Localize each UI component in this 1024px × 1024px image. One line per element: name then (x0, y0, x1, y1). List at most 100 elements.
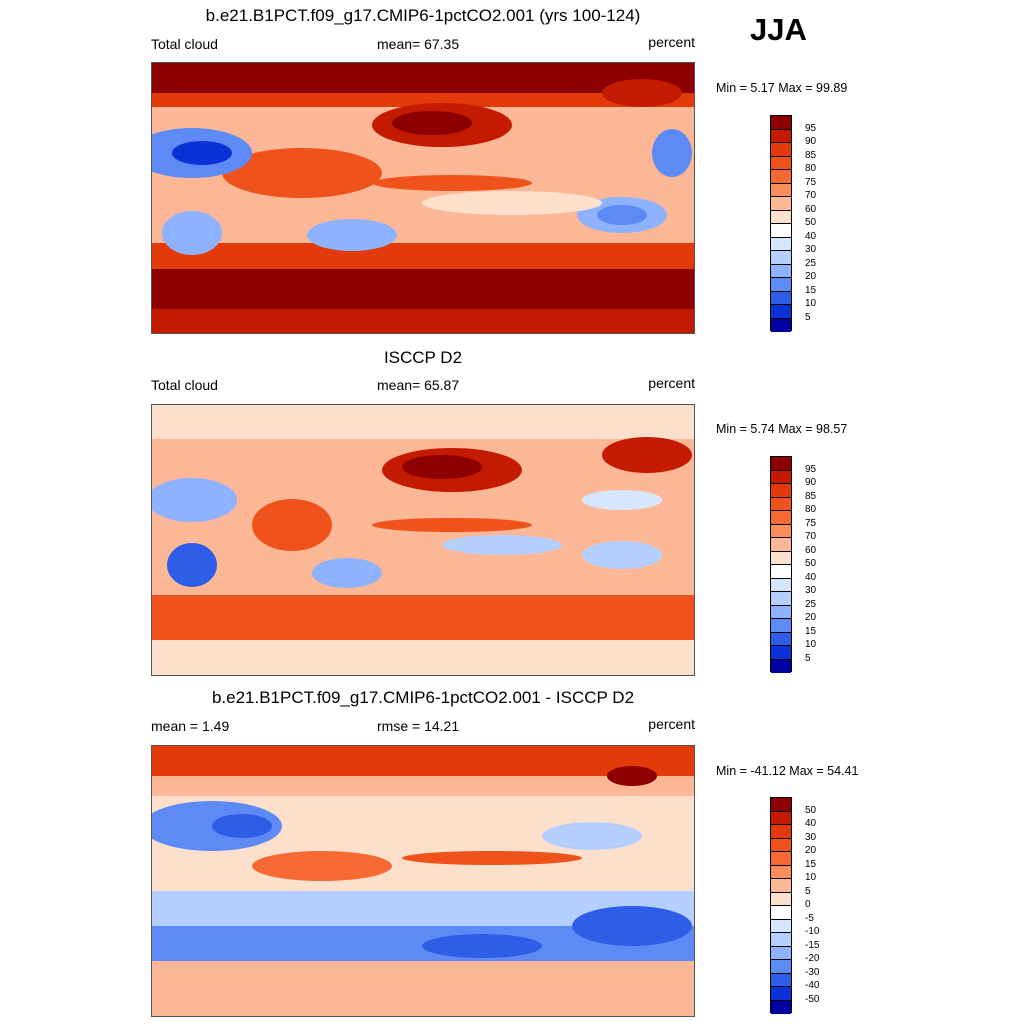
colorbar-cell (771, 946, 791, 960)
panel-2-units-label: percent (648, 375, 695, 391)
colorbar-tick-label: 40 (805, 818, 817, 829)
colorbar-cell (771, 470, 791, 484)
panel-3-map (151, 745, 695, 1017)
panel-3-title: b.e21.B1PCT.f09_g17.CMIP6-1pctCO2.001 - … (211, 688, 635, 707)
colorbar-tick-label: 25 (805, 598, 817, 610)
colorbar-cell (771, 960, 791, 974)
colorbar-tick-label: -50 (805, 993, 820, 1005)
colorbar-cell (771, 170, 791, 184)
colorbar-tick-label: 95 (805, 122, 817, 134)
colorbar-tick-label: 5 (805, 885, 811, 897)
colorbar-tick-label: 5 (805, 311, 811, 323)
colorbar-tick-label: 15 (805, 625, 817, 637)
colorbar-cell (771, 933, 791, 947)
colorbar-cell (771, 987, 791, 1001)
colorbar-tick-label: 85 (805, 149, 817, 161)
colorbar-cell (771, 632, 791, 646)
panel-3-mean-label: mean = 1.49 (151, 718, 230, 734)
colorbar-cell (771, 156, 791, 170)
colorbar-tick-label: 90 (805, 477, 817, 488)
colorbar-cell (771, 1000, 791, 1014)
colorbar-cell (771, 457, 791, 471)
colorbar-tick-label: 50 (805, 558, 817, 569)
panel-1-map (151, 62, 695, 334)
colorbar-tick-label: -5 (805, 912, 814, 924)
colorbar-cell (771, 973, 791, 987)
colorbar-cell (771, 305, 791, 319)
panel-3-minmax: Min = -41.12 Max = 54.41 (716, 764, 859, 778)
colorbar-cell (771, 852, 791, 866)
colorbar-tick-label: 20 (805, 612, 817, 623)
colorbar-cell (771, 919, 791, 933)
colorbar-tick-label: 25 (805, 257, 817, 269)
colorbar-tick-label: 50 (805, 217, 817, 228)
panel-2-title: ISCCP D2 (383, 348, 463, 367)
panel-2-mean-label: mean= 65.87 (377, 377, 460, 393)
colorbar-tick-label: 30 (805, 585, 817, 596)
colorbar-cell (771, 511, 791, 525)
panel-3-colorbar (770, 797, 792, 1014)
colorbar-cell (771, 838, 791, 852)
colorbar-cell (771, 291, 791, 305)
colorbar-cell (771, 484, 791, 498)
panel-3-units-label: percent (648, 716, 695, 732)
colorbar-tick-label: 70 (805, 190, 817, 201)
colorbar-tick-label: -10 (805, 926, 820, 937)
colorbar-tick-label: 30 (805, 244, 817, 255)
colorbar-tick-label: 0 (805, 899, 811, 910)
colorbar-cell (771, 538, 791, 552)
colorbar-cell (771, 264, 791, 278)
colorbar-tick-label: 80 (805, 504, 817, 515)
colorbar-cell (771, 237, 791, 251)
colorbar-cell (771, 210, 791, 224)
colorbar-tick-label: 5 (805, 652, 811, 664)
panel-1-mean-label: mean= 67.35 (377, 36, 460, 52)
panel-2-map (151, 404, 695, 676)
colorbar-tick-label: 10 (805, 872, 817, 883)
colorbar-tick-label: 40 (805, 230, 817, 242)
colorbar-tick-label: 85 (805, 490, 817, 502)
colorbar-cell (771, 592, 791, 606)
colorbar-tick-label: 50 (805, 804, 817, 816)
colorbar-cell (771, 551, 791, 565)
panel-1-units-label: percent (648, 34, 695, 50)
colorbar-cell (771, 659, 791, 673)
colorbar-cell (771, 825, 791, 839)
colorbar-tick-label: 20 (805, 845, 817, 856)
colorbar-tick-label: 10 (805, 298, 817, 309)
panel-2-variable-label: Total cloud (151, 377, 218, 393)
panel-1-colorbar (770, 115, 792, 332)
colorbar-tick-label: 15 (805, 858, 817, 870)
colorbar-tick-label: 30 (805, 831, 817, 843)
colorbar-tick-label: -30 (805, 966, 820, 978)
panel-2-colorbar (770, 456, 792, 673)
colorbar-cell (771, 318, 791, 332)
colorbar-tick-label: 60 (805, 203, 817, 215)
colorbar-tick-label: 70 (805, 531, 817, 542)
colorbar-tick-label: 20 (805, 271, 817, 282)
colorbar-cell (771, 278, 791, 292)
colorbar-cell (771, 183, 791, 197)
colorbar-cell (771, 798, 791, 812)
colorbar-cell (771, 251, 791, 265)
colorbar-cell (771, 578, 791, 592)
colorbar-tick-label: 15 (805, 284, 817, 296)
colorbar-tick-label: 10 (805, 639, 817, 650)
colorbar-cell (771, 646, 791, 660)
colorbar-cell (771, 224, 791, 238)
colorbar-cell (771, 892, 791, 906)
colorbar-tick-label: 80 (805, 163, 817, 174)
panel-2-minmax: Min = 5.74 Max = 98.57 (716, 422, 848, 436)
colorbar-cell (771, 879, 791, 893)
colorbar-cell (771, 565, 791, 579)
colorbar-cell (771, 619, 791, 633)
colorbar-cell (771, 865, 791, 879)
colorbar-tick-label: 95 (805, 463, 817, 475)
season-label: JJA (750, 12, 807, 47)
colorbar-tick-label: -15 (805, 939, 820, 951)
colorbar-tick-label: -40 (805, 980, 820, 991)
colorbar-tick-label: 60 (805, 544, 817, 556)
colorbar-tick-label: 90 (805, 136, 817, 147)
colorbar-cell (771, 143, 791, 157)
colorbar-cell (771, 524, 791, 538)
